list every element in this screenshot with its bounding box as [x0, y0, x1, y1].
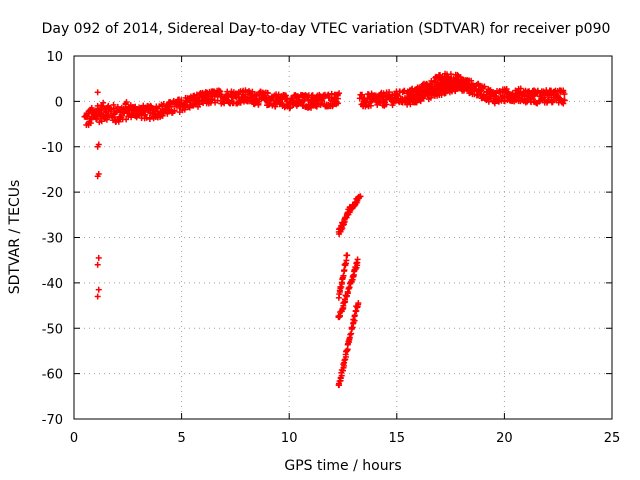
data-point: [100, 99, 107, 106]
data-point: [95, 254, 102, 261]
data-point: [249, 88, 256, 95]
data-point: [336, 90, 343, 97]
data-point: [561, 97, 568, 104]
data-point: [560, 100, 567, 107]
y-tick-label: -60: [42, 368, 63, 383]
y-axis-label: SDTVAR / TECUs: [7, 180, 23, 295]
data-point: [94, 173, 101, 180]
y-tick-label: 0: [55, 95, 63, 110]
y-tick-label: -70: [42, 413, 63, 428]
axis-ticks: [73, 55, 613, 420]
x-tick-label: 0: [70, 431, 78, 446]
y-tick-label: -30: [42, 232, 63, 247]
data-point: [481, 83, 488, 90]
data-point: [344, 252, 351, 259]
data-points: [81, 70, 568, 389]
y-tick-label: -20: [42, 186, 63, 201]
data-point: [93, 116, 100, 123]
data-point: [95, 286, 102, 293]
data-point: [214, 97, 221, 104]
data-point: [159, 112, 166, 119]
x-tick-label: 5: [177, 431, 185, 446]
data-point: [221, 100, 228, 107]
data-point: [94, 261, 101, 268]
data-point: [217, 88, 224, 95]
data-point: [298, 98, 305, 105]
data-point: [264, 90, 271, 97]
data-point: [94, 143, 101, 150]
data-point: [347, 331, 354, 338]
data-point: [255, 101, 262, 108]
y-tick-label: 10: [46, 50, 63, 65]
data-point: [357, 193, 364, 200]
data-point: [110, 105, 117, 112]
data-point: [460, 87, 467, 94]
x-tick-label: 10: [281, 431, 298, 446]
data-point: [517, 85, 524, 92]
data-point: [561, 91, 568, 98]
data-point: [103, 116, 110, 123]
data-point: [485, 98, 492, 105]
data-point: [549, 99, 556, 106]
data-point: [308, 104, 315, 111]
y-tick-label: -10: [42, 141, 63, 156]
data-point: [417, 98, 424, 105]
data-point: [114, 103, 121, 110]
data-point: [319, 97, 326, 104]
y-tick-labels: 10 0 -10 -20 -30 -40 -50 -60 -70: [42, 50, 63, 428]
data-point: [94, 293, 101, 300]
data-point: [98, 118, 105, 125]
data-point: [341, 267, 348, 274]
x-tick-label: 20: [496, 431, 513, 446]
data-point: [334, 100, 341, 107]
data-point: [346, 284, 353, 291]
data-point: [468, 86, 475, 93]
x-tick-labels: 0 5 10 15 20 25: [70, 431, 620, 446]
data-point: [123, 99, 130, 106]
data-point: [351, 313, 358, 320]
data-point: [142, 111, 149, 118]
grid-lines: [74, 56, 612, 419]
data-point: [272, 103, 279, 110]
data-point: [181, 106, 188, 113]
data-point: [354, 256, 361, 263]
chart-title: Day 092 of 2014, Sidereal Day-to-day VTE…: [42, 21, 611, 37]
data-point: [94, 102, 101, 109]
x-tick-label: 15: [389, 431, 406, 446]
data-point: [341, 357, 348, 364]
y-tick-label: -50: [42, 322, 63, 337]
x-axis-label: GPS time / hours: [284, 458, 401, 474]
data-point: [237, 99, 244, 106]
x-tick-label: 25: [604, 431, 621, 446]
data-point: [171, 107, 178, 114]
y-tick-label: -40: [42, 277, 63, 292]
data-point: [94, 89, 101, 96]
data-point: [355, 300, 362, 307]
